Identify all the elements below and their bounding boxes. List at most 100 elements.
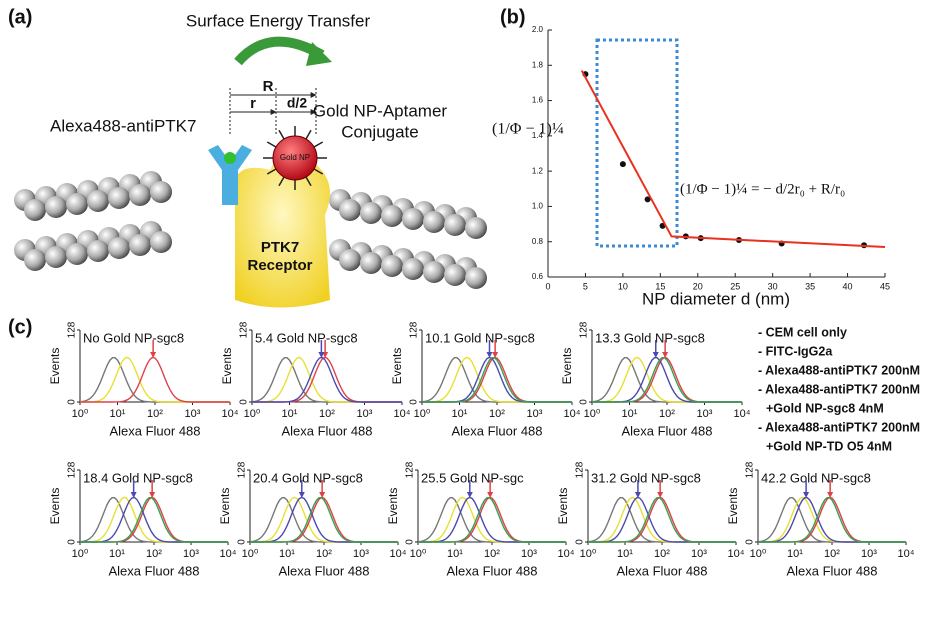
y-tick-label: 128 xyxy=(239,321,250,338)
y-tick-label: 1.2 xyxy=(532,166,544,175)
plot-title: 31.2 Gold NP-sgc8 xyxy=(591,470,701,485)
aptamer xyxy=(313,141,324,148)
x-tick-label: 10¹ xyxy=(622,408,638,420)
x-tick-label: 10³ xyxy=(521,548,537,560)
y-tick-label: 0 xyxy=(575,539,586,545)
histogram-curve xyxy=(588,497,736,543)
histogram-curve xyxy=(592,356,742,403)
histogram-curve xyxy=(588,496,736,543)
x-tick-label: 10⁰ xyxy=(72,548,89,560)
x-tick-label: 10³ xyxy=(527,408,543,420)
x-tick-label: 10 xyxy=(618,281,628,291)
x-tick-label: 10² xyxy=(484,548,500,560)
legend-entry: - FITC-IgG2a xyxy=(758,344,833,358)
y-tick-label: 0.8 xyxy=(532,237,544,246)
x-tick-label: 10⁴ xyxy=(222,408,239,420)
y-axis-label: Events xyxy=(560,348,574,385)
x-axis-label: Alexa Fluor 488 xyxy=(108,563,199,578)
lipid-head xyxy=(108,237,130,259)
lipid-head xyxy=(24,249,46,271)
x-tick-label: 10⁰ xyxy=(242,548,259,560)
y-tick-label: 128 xyxy=(67,461,78,478)
legend-entry: - Alexa488-antiPTK7 200nM xyxy=(758,363,920,377)
peak-arrow-head xyxy=(466,492,473,498)
x-tick-label: 10¹ xyxy=(447,548,463,560)
x-tick-label: 10¹ xyxy=(787,548,803,560)
x-tick-label: 10³ xyxy=(183,548,199,560)
x-tick-label: 10¹ xyxy=(109,548,125,560)
plot-title: 42.2 Gold NP-sgc8 xyxy=(761,470,871,485)
panel-b: (b) 0.6 0.8 1.0 1.2 1.4 1.6 1.8 2.0 0 5 10 15 20 25 30 3… xyxy=(492,6,890,308)
peak-arrow-head xyxy=(827,492,834,498)
histogram-curve xyxy=(758,496,906,543)
y-tick-label: 0 xyxy=(239,399,250,405)
antibody-label: Alexa488-antiPTK7 xyxy=(50,116,196,135)
peak-arrow-head xyxy=(803,492,810,498)
fluorophore xyxy=(224,152,236,164)
x-axis-label: NP diameter d (nm) xyxy=(642,289,790,308)
lipid-head xyxy=(339,249,361,271)
legend-entry: +Gold NP-sgc8 4nM xyxy=(766,401,884,415)
histogram-curve xyxy=(592,357,742,403)
y-tick-label: 1.0 xyxy=(532,202,544,211)
title: Surface Energy Transfer xyxy=(186,11,371,30)
y-axis-label: Events xyxy=(48,488,62,525)
peak-arrow-head xyxy=(150,352,157,358)
half-d-label: d/2 xyxy=(287,95,307,111)
y-tick-label: 128 xyxy=(405,461,416,478)
peak-arrow-head xyxy=(662,352,669,358)
histogram: 31.2 Gold NP-sgc8 0 128 10⁰ 10¹ 10² 10³ 10⁴ Even… xyxy=(556,461,745,578)
histogram-curve xyxy=(422,356,572,403)
y-tick-label: 0 xyxy=(237,539,248,545)
x-tick-label: 10⁴ xyxy=(734,408,751,420)
lipid-head xyxy=(129,184,151,206)
x-tick-label: 10³ xyxy=(353,548,369,560)
x-tick-label: 15 xyxy=(655,281,665,291)
x-tick-label: 40 xyxy=(843,281,853,291)
y-tick-label: 128 xyxy=(409,321,420,338)
peak-arrow-head xyxy=(652,352,659,358)
y-tick-label: 1.6 xyxy=(532,96,544,105)
y-axis-label: Events xyxy=(556,488,570,525)
lipid-head xyxy=(66,193,88,215)
histogram-curve xyxy=(79,357,230,403)
y-tick-label: 0 xyxy=(745,539,756,545)
x-tick-label: 10⁴ xyxy=(728,548,745,560)
x-tick-label: 10⁰ xyxy=(584,408,601,420)
lipid-head xyxy=(402,208,424,230)
conjugate-label: Conjugate xyxy=(341,122,419,141)
histogram-curve xyxy=(80,497,228,543)
lipid-head xyxy=(66,243,88,265)
histogram-curve xyxy=(758,496,906,543)
histogram-curve xyxy=(592,357,742,403)
x-tick-label: 10⁰ xyxy=(72,408,89,420)
peak-arrow-head xyxy=(319,492,326,498)
x-tick-label: 10² xyxy=(147,408,163,420)
histogram-curve xyxy=(80,356,230,403)
aptamer xyxy=(266,168,277,175)
x-tick-label: 10⁴ xyxy=(394,408,411,420)
x-axis-label: Alexa Fluor 488 xyxy=(109,423,200,438)
x-tick-label: 10³ xyxy=(861,548,877,560)
x-tick-label: 5 xyxy=(583,281,588,291)
plot-title: 20.4 Gold NP-sgc8 xyxy=(253,470,363,485)
x-tick-label: 30 xyxy=(768,281,778,291)
lipid-head xyxy=(129,234,151,256)
x-axis-label: Alexa Fluor 488 xyxy=(278,563,369,578)
histogram-curve xyxy=(250,497,398,543)
highlight-box xyxy=(595,38,679,248)
histogram-curve xyxy=(418,496,566,543)
lipid-head xyxy=(150,231,172,253)
x-tick-label: 10⁴ xyxy=(558,548,575,560)
lipid-head xyxy=(444,264,466,286)
x-tick-label: 25 xyxy=(730,281,740,291)
x-tick-label: 10⁰ xyxy=(750,548,767,560)
aptamer xyxy=(313,168,324,175)
x-axis-label: Alexa Fluor 488 xyxy=(446,563,537,578)
histogram: 10.1 Gold NP-sgc8 0 128 10⁰ 10¹ 10² 10³ 10⁴ Even… xyxy=(390,321,581,438)
y-axis-label: (1/Φ − 1)¼ xyxy=(492,121,564,138)
histogram-curve xyxy=(250,496,398,543)
x-tick-label: 10³ xyxy=(697,408,713,420)
histogram-curve xyxy=(418,497,566,543)
gold-np xyxy=(272,135,318,181)
